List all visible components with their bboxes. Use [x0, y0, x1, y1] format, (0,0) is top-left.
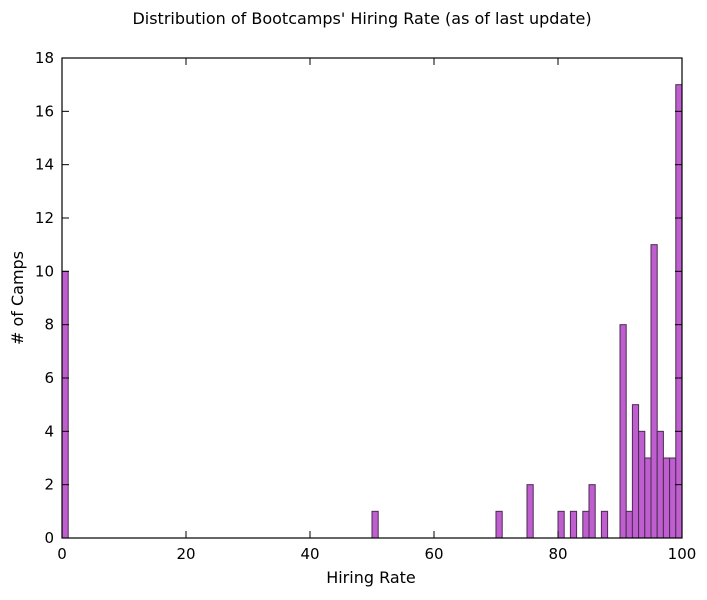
axis-ticks: 0 20 40 60 80 100 0 2 4 6 8 10 12 14 16 18 [35, 49, 696, 563]
histogram-bar-9 [619, 324, 627, 539]
histogram-bar-0 [61, 270, 69, 539]
histogram-bar-3 [526, 484, 534, 539]
plot-frame [61, 57, 683, 539]
y-tick-label: 4 [44, 422, 54, 440]
y-tick-label: 10 [35, 262, 54, 280]
y-tick-label: 2 [44, 476, 54, 494]
histogram-bar-12 [638, 430, 646, 539]
histogram-bar-5 [569, 510, 578, 539]
x-tick-label: 60 [424, 545, 443, 563]
y-tick-label: 8 [44, 316, 54, 334]
histogram-bar-15 [656, 430, 664, 539]
y-tick-label: 16 [35, 102, 54, 120]
histogram-bar-2 [495, 510, 503, 539]
x-axis-label: Hiring Rate [326, 568, 416, 587]
histogram-bar-17 [669, 457, 677, 539]
histogram-bar-14 [650, 244, 658, 539]
histogram-bar-6 [582, 510, 590, 539]
histogram-bar-13 [644, 457, 652, 539]
histogram-bar-18 [675, 84, 683, 539]
histogram-bar-16 [662, 457, 671, 539]
histogram-bar-11 [631, 404, 640, 539]
y-axis-label: # of Camps [8, 251, 27, 345]
x-tick-label: 80 [548, 545, 567, 563]
y-tick-label: 12 [35, 209, 54, 227]
y-tick-label: 6 [44, 369, 54, 387]
y-tick-label: 14 [35, 156, 54, 174]
histogram-bar-8 [600, 510, 609, 539]
histogram-bar-7 [588, 484, 596, 539]
x-tick-label: 0 [57, 545, 67, 563]
histogram-bar-1 [371, 510, 379, 539]
histogram-bar-4 [557, 510, 565, 539]
y-tick-label: 18 [35, 49, 54, 67]
x-tick-label: 100 [668, 545, 697, 563]
bars [61, 84, 683, 539]
chart-title: Distribution of Bootcamps' Hiring Rate (… [132, 9, 591, 28]
x-tick-label: 20 [176, 545, 195, 563]
x-tick-label: 40 [300, 545, 319, 563]
y-tick-label: 0 [44, 529, 54, 547]
histogram-bar-10 [625, 510, 633, 539]
